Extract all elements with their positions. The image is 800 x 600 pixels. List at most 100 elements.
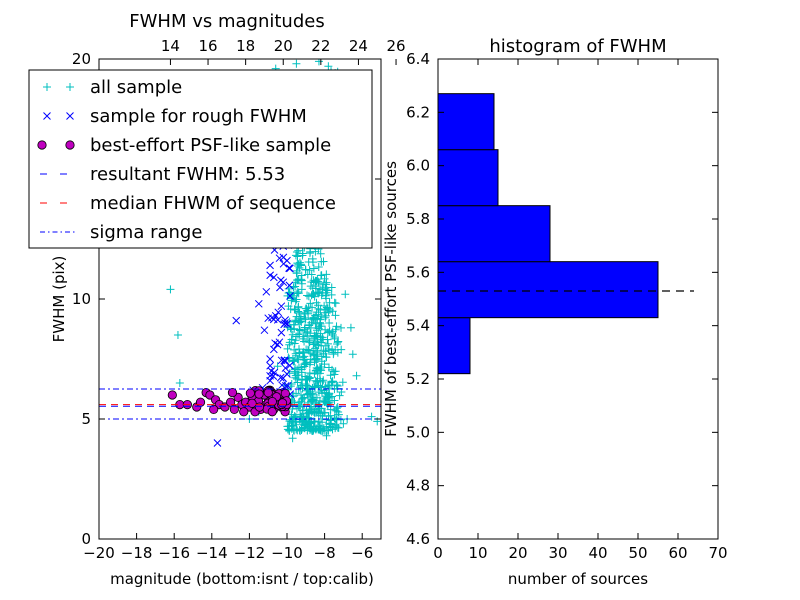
- all-sample-point: [297, 276, 306, 285]
- rough-fwhm-point: [281, 364, 290, 372]
- psf-like-point: [229, 404, 239, 414]
- all-sample-point: [304, 303, 313, 312]
- all-sample-point: [314, 301, 323, 310]
- all-sample-point: [315, 422, 324, 431]
- all-sample-point: [331, 367, 340, 376]
- all-sample-point: [322, 270, 331, 279]
- scatter-legend: all sample sample for rough FWHM best-effo…: [28, 69, 373, 249]
- top-tick-label: 18: [236, 37, 255, 55]
- all-sample-point: [305, 266, 314, 275]
- rough-fwhm-point: [276, 276, 285, 285]
- x-tick-label: 10: [468, 544, 487, 562]
- all-sample-point: [308, 426, 317, 435]
- all-sample-point: [329, 350, 338, 359]
- all-sample-point: [314, 277, 323, 286]
- all-sample-point: [295, 326, 304, 335]
- x-tick-label: 0: [433, 544, 443, 562]
- all-sample-point: [297, 285, 306, 294]
- all-sample-point: [335, 391, 344, 400]
- all-sample-point: [294, 302, 303, 311]
- histogram-panel: 0 10 20 30 40 50 60 70 4.6 4.8 5.0 5.2 5.4 5.6 5.8 6.0…: [382, 36, 728, 588]
- x-tick-label: −20: [83, 544, 115, 562]
- rough-fwhm-point: [266, 376, 274, 385]
- all-sample-point: [290, 339, 299, 348]
- all-sample-point: [296, 261, 305, 270]
- all-sample-point: [324, 339, 333, 348]
- y-tick-label: 5.0: [406, 423, 430, 441]
- scatter-title: FWHM vs magnitudes: [129, 11, 324, 32]
- all-sample-point: [332, 406, 341, 415]
- all-sample-point: [312, 393, 321, 402]
- legend-box: [28, 69, 373, 249]
- all-sample-point: [301, 360, 310, 369]
- all-sample-point: [321, 305, 330, 314]
- x-tick-label: 40: [588, 544, 607, 562]
- all-sample-point: [306, 348, 315, 357]
- y-tick-label: 6.2: [406, 103, 430, 121]
- rough-fwhm-point: [283, 370, 291, 378]
- rough-fwhm-point: [267, 367, 276, 375]
- all-sample-point: [306, 405, 315, 414]
- all-sample-point: [173, 331, 182, 339]
- top-tick-label: 14: [161, 37, 180, 55]
- all-sample-point: [324, 62, 333, 71]
- legend-marker-x: [66, 112, 74, 120]
- all-sample-point: [301, 380, 310, 389]
- all-sample-point: [352, 371, 361, 380]
- rough-fwhm-point: [232, 316, 241, 325]
- rough-fwhm-point: [276, 283, 284, 292]
- all-sample-point: [334, 337, 343, 346]
- top-tick-label: 26: [386, 37, 405, 55]
- legend-entry: all sample: [43, 77, 182, 98]
- all-sample-point: [322, 294, 331, 303]
- all-sample-point: [296, 317, 305, 326]
- legend-marker-x: [43, 112, 51, 120]
- all-sample-point: [325, 381, 334, 390]
- all-sample-point: [322, 352, 331, 361]
- legend-marker-circle: [65, 140, 75, 150]
- scatter-top-ticks: 14 16 18 20 22 24 26: [161, 37, 406, 65]
- legend-label: median FHWM of sequence: [90, 193, 336, 214]
- all-sample-point: [316, 425, 325, 434]
- all-sample-point: [285, 415, 294, 424]
- all-sample-point: [327, 415, 336, 424]
- psf-like-point: [167, 390, 177, 400]
- rough-fwhm-point: [280, 356, 289, 364]
- x-tick-label: 60: [668, 544, 687, 562]
- legend-label: sigma range: [90, 222, 202, 243]
- all-sample-point: [324, 344, 333, 353]
- all-sample-point: [304, 389, 313, 398]
- all-sample-point: [316, 271, 325, 280]
- all-sample-point: [339, 419, 348, 428]
- rough-fwhm-point: [279, 259, 288, 268]
- scatter-panel: −20−18−16−14−12−10−8−6 05101520 14161820…: [28, 11, 406, 588]
- all-sample-point: [305, 320, 314, 329]
- all-sample-point: [306, 299, 315, 308]
- x-tick-label: 50: [628, 544, 647, 562]
- all-sample-point: [290, 345, 299, 354]
- all-sample-point: [336, 323, 345, 332]
- histogram-y-ticks: 4.6 4.8 5.0 5.2 5.4 5.6 5.8 6.0 6.2 6.4: [406, 50, 718, 548]
- y-tick-label: 5.6: [406, 263, 430, 281]
- all-sample-point: [309, 264, 318, 273]
- x-tick-label: −10: [271, 544, 303, 562]
- rough-fwhm-point: [279, 253, 288, 262]
- histogram-x-axis-label: number of sources: [508, 570, 648, 588]
- all-sample-point: [311, 289, 320, 298]
- rough-fwhm-point: [213, 439, 222, 447]
- x-tick-label: 20: [508, 544, 527, 562]
- all-sample-point: [310, 292, 319, 301]
- all-sample-point: [288, 330, 297, 339]
- all-sample-point: [301, 315, 310, 324]
- x-tick-label: −16: [158, 544, 190, 562]
- all-sample-point: [323, 401, 332, 410]
- all-sample-point: [287, 294, 296, 303]
- all-sample-point: [323, 335, 332, 344]
- all-sample-point: [292, 312, 301, 321]
- rough-fwhm-point: [285, 281, 294, 290]
- all-sample-point: [322, 278, 331, 287]
- all-sample-point: [295, 325, 304, 334]
- all-sample-point: [316, 409, 325, 418]
- all-sample-point: [309, 350, 318, 359]
- rough-fwhm-point: [266, 271, 275, 280]
